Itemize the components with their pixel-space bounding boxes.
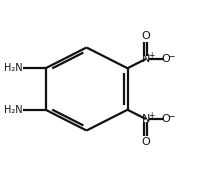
- Text: N: N: [142, 54, 150, 64]
- Text: O: O: [141, 31, 150, 41]
- Text: N: N: [142, 114, 150, 124]
- Text: O: O: [162, 114, 170, 124]
- Text: H₂N: H₂N: [4, 63, 23, 73]
- Text: −: −: [167, 51, 175, 60]
- Text: +: +: [148, 111, 155, 120]
- Text: +: +: [148, 51, 155, 60]
- Text: O: O: [162, 54, 170, 64]
- Text: H₂N: H₂N: [4, 105, 23, 115]
- Text: O: O: [141, 137, 150, 147]
- Text: −: −: [167, 111, 175, 120]
